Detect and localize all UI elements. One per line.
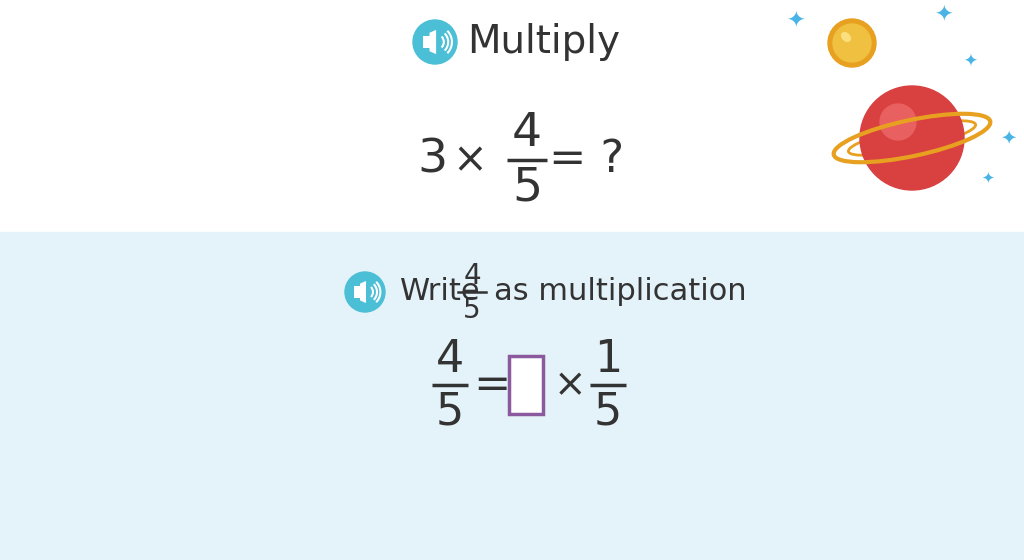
Text: ✦: ✦ bbox=[785, 12, 804, 32]
Circle shape bbox=[860, 86, 964, 190]
FancyBboxPatch shape bbox=[509, 356, 543, 414]
Text: as multiplication: as multiplication bbox=[494, 278, 746, 306]
Text: =: = bbox=[473, 363, 511, 407]
Text: ✦: ✦ bbox=[934, 6, 952, 26]
Circle shape bbox=[880, 104, 916, 140]
Bar bbox=[0, 232, 1024, 560]
Bar bbox=[0, 0, 1024, 232]
Text: ✦: ✦ bbox=[982, 170, 994, 185]
Text: 5: 5 bbox=[594, 390, 623, 433]
Circle shape bbox=[413, 20, 457, 64]
Text: ×: × bbox=[554, 366, 587, 404]
Text: 3: 3 bbox=[417, 138, 447, 183]
Text: ×: × bbox=[453, 139, 487, 181]
FancyBboxPatch shape bbox=[423, 36, 429, 48]
Text: = ?: = ? bbox=[550, 138, 625, 181]
Circle shape bbox=[345, 272, 385, 312]
Text: 1: 1 bbox=[594, 338, 623, 381]
Circle shape bbox=[833, 24, 871, 62]
Text: ✦: ✦ bbox=[999, 128, 1016, 147]
Text: 5: 5 bbox=[512, 166, 542, 211]
Polygon shape bbox=[429, 30, 436, 54]
Text: ✦: ✦ bbox=[963, 53, 977, 71]
Text: 4: 4 bbox=[512, 111, 542, 156]
Text: 5: 5 bbox=[463, 296, 481, 324]
Text: Write: Write bbox=[400, 278, 480, 306]
Polygon shape bbox=[360, 281, 366, 303]
Ellipse shape bbox=[842, 32, 850, 41]
Text: 4: 4 bbox=[436, 338, 464, 381]
Circle shape bbox=[828, 19, 876, 67]
Text: 5: 5 bbox=[436, 390, 464, 433]
Text: 4: 4 bbox=[463, 262, 481, 290]
Text: Multiply: Multiply bbox=[467, 23, 620, 61]
FancyBboxPatch shape bbox=[354, 286, 360, 297]
